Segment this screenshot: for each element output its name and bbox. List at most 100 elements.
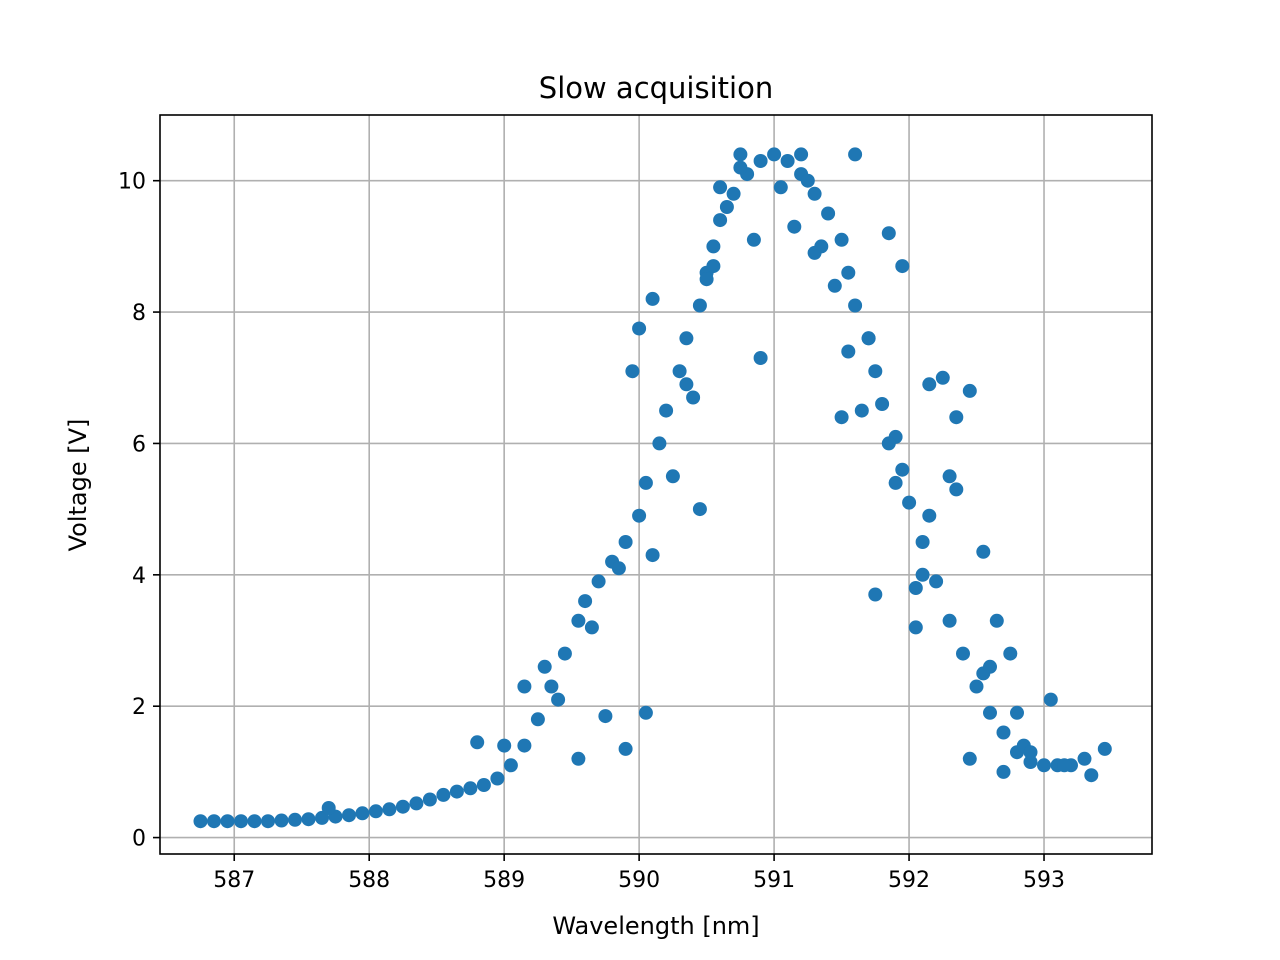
data-point bbox=[1057, 758, 1072, 773]
data-point bbox=[193, 814, 208, 829]
data-point bbox=[665, 469, 680, 484]
data-point bbox=[288, 812, 302, 827]
x-tick-label: 591 bbox=[753, 868, 795, 893]
data-point bbox=[1010, 705, 1024, 720]
data-point bbox=[868, 587, 883, 602]
data-point bbox=[996, 725, 1011, 740]
data-point bbox=[207, 814, 221, 829]
data-point bbox=[888, 475, 903, 490]
data-point bbox=[436, 787, 451, 802]
data-point bbox=[395, 799, 410, 814]
data-point bbox=[692, 502, 707, 517]
data-point bbox=[1097, 741, 1112, 756]
data-point bbox=[645, 291, 660, 306]
data-point bbox=[463, 781, 478, 796]
data-point bbox=[632, 321, 647, 336]
data-point bbox=[517, 679, 532, 694]
data-point bbox=[261, 814, 275, 829]
y-tick-label: 10 bbox=[118, 170, 146, 195]
data-point bbox=[1077, 751, 1092, 766]
data-point bbox=[976, 544, 991, 559]
data-point bbox=[834, 232, 849, 247]
data-point bbox=[706, 239, 721, 254]
data-point bbox=[220, 814, 235, 829]
data-point bbox=[537, 659, 552, 674]
data-point bbox=[908, 620, 923, 635]
data-point bbox=[983, 705, 997, 720]
data-point bbox=[807, 245, 822, 260]
data-point bbox=[726, 186, 741, 201]
data-point bbox=[1003, 646, 1018, 661]
x-tick-label: 588 bbox=[348, 868, 390, 893]
data-point bbox=[881, 226, 896, 241]
data-point bbox=[355, 806, 370, 821]
data-point bbox=[625, 364, 640, 379]
x-axis-label: Wavelength [nm] bbox=[552, 912, 759, 940]
data-point bbox=[841, 265, 856, 280]
data-point bbox=[1043, 692, 1058, 707]
data-point bbox=[470, 735, 485, 750]
data-point bbox=[989, 613, 1004, 628]
data-point bbox=[449, 784, 464, 799]
data-point bbox=[591, 574, 606, 589]
data-point bbox=[368, 804, 383, 819]
data-point bbox=[895, 259, 910, 274]
data-point bbox=[301, 812, 316, 827]
data-point bbox=[544, 679, 559, 694]
data-point bbox=[274, 813, 289, 828]
data-point bbox=[834, 410, 849, 425]
data-point bbox=[915, 567, 930, 582]
data-point bbox=[618, 741, 633, 756]
data-point bbox=[692, 298, 707, 313]
data-point bbox=[611, 561, 626, 576]
data-point bbox=[234, 814, 248, 829]
data-point bbox=[929, 574, 944, 589]
data-point bbox=[922, 377, 937, 392]
y-axis-label: Voltage [V] bbox=[64, 419, 92, 552]
data-point bbox=[1023, 755, 1038, 769]
data-point bbox=[699, 272, 714, 287]
data-point bbox=[881, 436, 896, 451]
data-point bbox=[767, 147, 782, 162]
data-point bbox=[969, 679, 984, 694]
data-point bbox=[578, 594, 593, 609]
axes-frame bbox=[159, 114, 1153, 855]
data-point bbox=[773, 180, 788, 195]
data-point bbox=[476, 778, 491, 792]
data-point bbox=[713, 213, 728, 228]
data-point bbox=[497, 738, 512, 753]
data-point bbox=[753, 154, 768, 168]
data-point bbox=[652, 436, 667, 451]
data-point bbox=[409, 796, 424, 811]
data-point bbox=[679, 331, 694, 346]
data-point bbox=[935, 370, 950, 385]
data-point bbox=[632, 508, 647, 523]
x-tick-label: 587 bbox=[213, 868, 255, 893]
data-point bbox=[848, 147, 863, 162]
data-point bbox=[638, 475, 653, 490]
data-point bbox=[1023, 745, 1038, 760]
data-point bbox=[949, 482, 964, 497]
data-point bbox=[1037, 758, 1051, 773]
data-point bbox=[598, 709, 613, 724]
data-point bbox=[503, 758, 518, 773]
data-point bbox=[746, 232, 761, 247]
y-tick-label: 4 bbox=[132, 564, 146, 589]
data-point bbox=[706, 259, 721, 274]
data-point bbox=[908, 581, 923, 595]
data-point bbox=[490, 771, 505, 786]
data-point bbox=[841, 344, 856, 359]
y-tick-label: 8 bbox=[132, 301, 146, 326]
y-tick-label: 0 bbox=[132, 827, 146, 852]
data-point bbox=[382, 802, 397, 817]
data-point bbox=[557, 646, 572, 661]
data-point bbox=[321, 801, 336, 815]
data-point bbox=[719, 200, 734, 214]
data-point bbox=[638, 705, 653, 720]
data-point bbox=[962, 751, 977, 766]
data-point bbox=[942, 613, 957, 628]
data-point bbox=[875, 397, 890, 411]
chart-title: Slow acquisition bbox=[539, 71, 773, 105]
data-point bbox=[342, 808, 356, 823]
